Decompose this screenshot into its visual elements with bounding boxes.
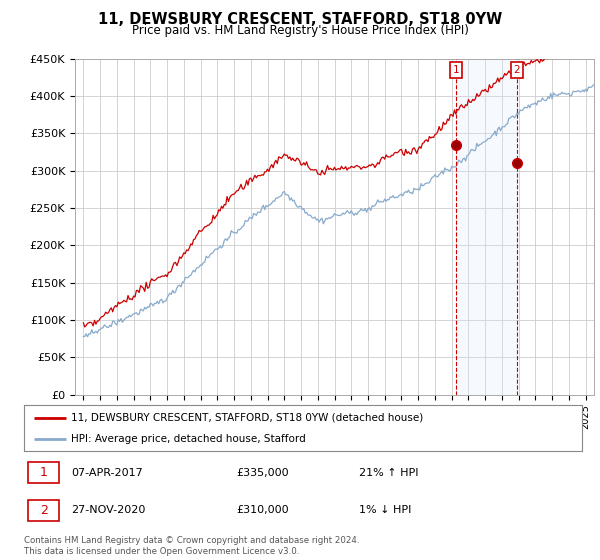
Text: 07-APR-2017: 07-APR-2017 <box>71 468 143 478</box>
Text: 11, DEWSBURY CRESCENT, STAFFORD, ST18 0YW: 11, DEWSBURY CRESCENT, STAFFORD, ST18 0Y… <box>98 12 502 27</box>
Text: £335,000: £335,000 <box>236 468 289 478</box>
Text: HPI: Average price, detached house, Stafford: HPI: Average price, detached house, Staf… <box>71 434 306 444</box>
Text: 1: 1 <box>40 466 48 479</box>
Text: 11, DEWSBURY CRESCENT, STAFFORD, ST18 0YW (detached house): 11, DEWSBURY CRESCENT, STAFFORD, ST18 0Y… <box>71 413 424 423</box>
Text: £310,000: £310,000 <box>236 506 289 515</box>
FancyBboxPatch shape <box>28 462 59 483</box>
Text: 2: 2 <box>40 504 48 517</box>
Text: 1% ↓ HPI: 1% ↓ HPI <box>359 506 411 515</box>
Text: 21% ↑ HPI: 21% ↑ HPI <box>359 468 418 478</box>
Text: 27-NOV-2020: 27-NOV-2020 <box>71 506 146 515</box>
Text: Contains HM Land Registry data © Crown copyright and database right 2024.
This d: Contains HM Land Registry data © Crown c… <box>24 536 359 556</box>
Text: 2: 2 <box>514 65 520 75</box>
Text: 1: 1 <box>453 65 460 75</box>
Text: Price paid vs. HM Land Registry's House Price Index (HPI): Price paid vs. HM Land Registry's House … <box>131 24 469 37</box>
FancyBboxPatch shape <box>28 500 59 521</box>
Bar <box>456 59 517 395</box>
